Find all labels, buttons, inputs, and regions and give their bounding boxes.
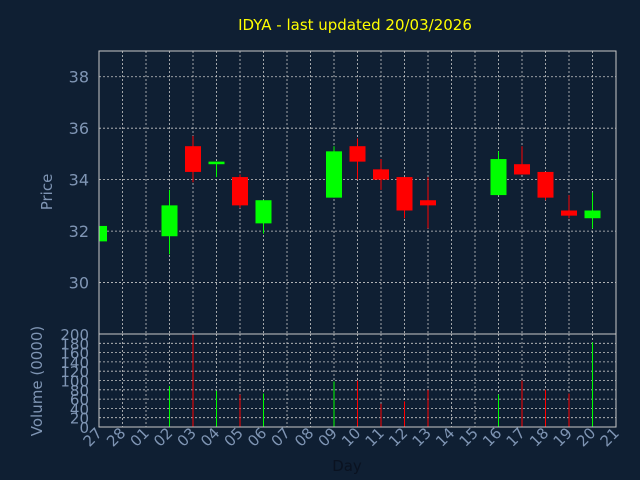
volume-axis-label: Volume (0000) — [28, 326, 46, 436]
price-tick-label: 30 — [69, 274, 89, 293]
price-tick-label: 34 — [69, 171, 89, 190]
candle-body — [584, 210, 601, 219]
x-tick-label: 05 — [221, 424, 247, 450]
candle-body — [537, 171, 554, 198]
x-tick-label: 13 — [409, 424, 435, 450]
candle-body — [185, 146, 201, 172]
candle-body — [514, 164, 530, 175]
candle-body — [208, 161, 225, 165]
candle-body — [326, 151, 342, 198]
volume-tick-label: 60 — [70, 391, 89, 409]
price-tick-label: 38 — [69, 68, 89, 87]
x-tick-label: 28 — [103, 424, 129, 450]
x-tick-label: 06 — [244, 424, 270, 450]
x-tick-label: 09 — [315, 424, 341, 450]
candle-body — [420, 200, 436, 206]
volume-tick-label: 20 — [70, 410, 89, 428]
x-tick-label: 02 — [150, 424, 176, 450]
x-tick-label: 14 — [432, 424, 458, 450]
price-y-axis: 30 32 34 36 38 — [69, 68, 89, 293]
volume-tick-label: 200 — [60, 326, 89, 344]
volume-tick-label: 0 — [79, 419, 89, 437]
volume-tick-label: 180 — [60, 335, 89, 353]
candle-body — [349, 146, 366, 162]
price-axis-label: Price — [38, 174, 56, 211]
x-tick-label: 04 — [197, 424, 223, 450]
volume-panel-frame — [98, 333, 617, 428]
volume-tick-label: 40 — [70, 400, 89, 418]
price-tick-label: 36 — [69, 119, 89, 138]
candle-body — [255, 200, 272, 224]
volume-tick-label: 100 — [60, 373, 89, 391]
volume-tick-label: 120 — [60, 363, 89, 381]
x-tick-label: 08 — [291, 424, 317, 450]
volume-bars — [169, 334, 593, 427]
x-tick-label: 10 — [338, 424, 364, 450]
x-tick-label: 01 — [127, 424, 153, 450]
candle-body — [561, 210, 577, 216]
x-tick-label: 18 — [526, 424, 552, 450]
candle-body — [373, 169, 389, 180]
candle-body — [232, 177, 248, 206]
x-tick-label: 16 — [479, 424, 505, 450]
x-tick-label: 15 — [456, 424, 482, 450]
x-tick-label: 11 — [362, 424, 388, 450]
chart-title: IDYA - last updated 20/03/2026 — [238, 16, 472, 34]
x-tick-label: 21 — [597, 424, 623, 450]
price-panel: 30 32 34 36 38 — [69, 50, 617, 335]
volume-tick-label: 80 — [70, 382, 89, 400]
candle-body — [396, 177, 413, 211]
x-tick-label: 20 — [573, 424, 599, 450]
volume-tick-label: 140 — [60, 354, 89, 372]
x-tick-label: 17 — [503, 424, 529, 450]
x-tick-label: 12 — [385, 424, 411, 450]
x-tick-label: 03 — [174, 424, 200, 450]
candle-body — [99, 225, 107, 242]
volume-tick-label: 160 — [60, 345, 89, 363]
price-tick-label: 32 — [69, 222, 89, 241]
x-axis: 2728010203040506070809101112131415161718… — [80, 424, 623, 450]
x-tick-label: 19 — [550, 424, 576, 450]
candle-body — [161, 205, 178, 237]
x-axis-label: Day — [332, 457, 362, 475]
candle-body — [490, 159, 507, 196]
x-tick-label: 07 — [268, 424, 294, 450]
candlesticks — [98, 135, 601, 255]
